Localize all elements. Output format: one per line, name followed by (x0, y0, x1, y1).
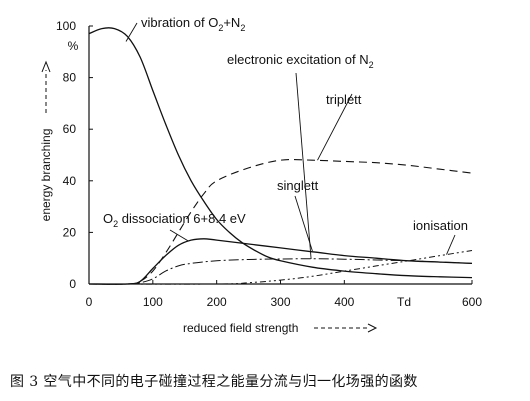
axis-ticks: 0 100 200 300 400 600 0 20 40 60 80 100 (56, 19, 482, 309)
pointer-dissociation (169, 229, 189, 242)
y-axis-title: energy branching (39, 129, 53, 222)
series-layer (88, 27, 473, 285)
x-axis-title: reduced field strength (183, 321, 298, 335)
x-tick-label: 600 (462, 295, 482, 309)
annotation-pointers (125, 22, 456, 260)
series-vibration-line (88, 27, 473, 279)
pointer-singlett (295, 72, 312, 260)
triplett-label: triplett (326, 92, 362, 107)
series-dissociation-line (88, 238, 473, 285)
x-tick-label: 0 (86, 295, 93, 309)
x-tick-label: 200 (207, 295, 227, 309)
y-tick-label: 100 (56, 19, 76, 33)
x-unit-label: Td (397, 295, 411, 309)
y-tick-label: 60 (63, 122, 77, 136)
y-unit-label: % (68, 39, 79, 53)
electronic-excitation-label: electronic excitation of N2 (227, 52, 374, 70)
x-tick-label: 100 (143, 295, 163, 309)
series-ionisation-line (88, 250, 473, 285)
pointer-ionisation (446, 234, 456, 255)
singlett-label: singlett (277, 178, 319, 193)
y-tick-label: 80 (63, 71, 77, 85)
pointer-triplett (317, 93, 353, 161)
x-axis-arrow (314, 323, 378, 333)
ionisation-label: ionisation (413, 218, 468, 233)
y-axis-arrow (41, 60, 51, 113)
series-triplett-line (88, 158, 473, 285)
x-tick-label: 400 (334, 295, 354, 309)
y-tick-label: 20 (63, 225, 77, 239)
vibration-label: vibration of O2+N2 (141, 15, 245, 33)
x-tick-label: 300 (270, 295, 290, 309)
y-tick-label: 40 (63, 174, 77, 188)
figure-caption: 图 3 空气中不同的电子碰撞过程之能量分流与归一化场强的函数 (10, 374, 418, 390)
y-tick-label: 0 (69, 277, 76, 291)
plot-area: 0 100 200 300 400 600 0 20 40 60 80 100 (56, 19, 482, 309)
dissociation-label: O2 dissociation 6+8.4 eV (103, 211, 246, 229)
pointer-electronic (294, 195, 313, 252)
pointer-vibration (125, 22, 138, 42)
series-singlett-line (88, 258, 473, 285)
